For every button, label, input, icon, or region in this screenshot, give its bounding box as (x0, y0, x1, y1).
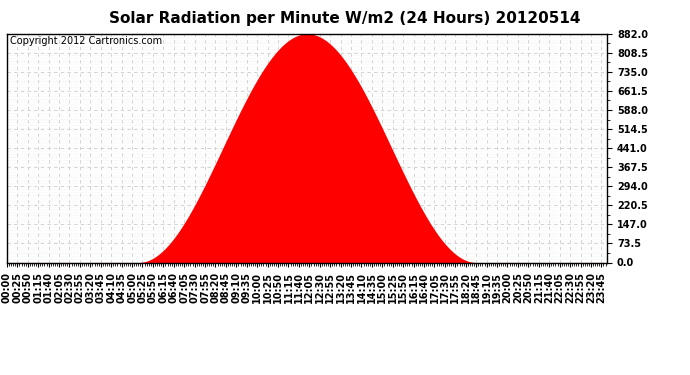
Text: Solar Radiation per Minute W/m2 (24 Hours) 20120514: Solar Radiation per Minute W/m2 (24 Hour… (109, 11, 581, 26)
Text: Copyright 2012 Cartronics.com: Copyright 2012 Cartronics.com (10, 36, 162, 46)
